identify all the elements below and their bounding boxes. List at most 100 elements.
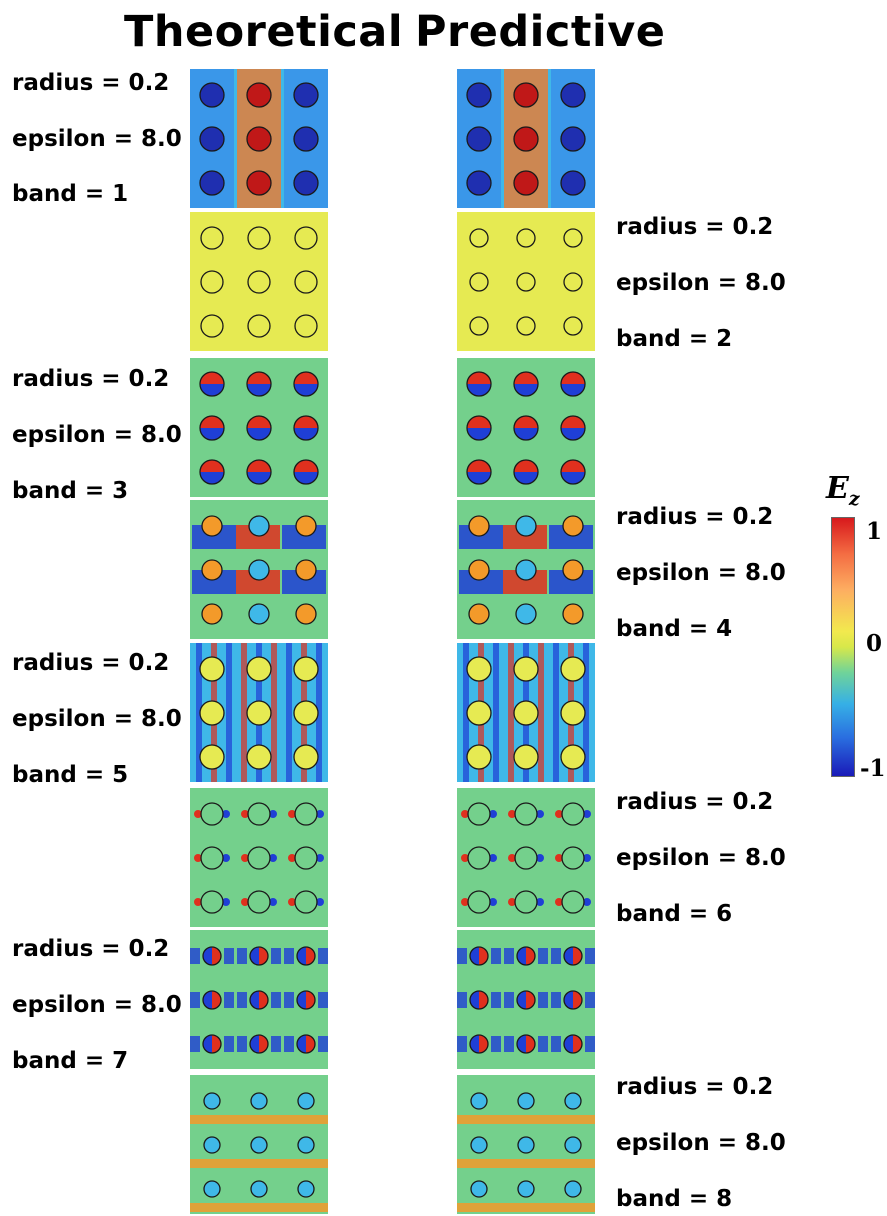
field-lobe — [224, 948, 234, 964]
rod-lower-half — [200, 384, 224, 396]
rod-outline — [199, 371, 225, 397]
rod-fill — [294, 127, 318, 151]
field-dot — [583, 854, 591, 862]
rod-outline — [246, 656, 272, 682]
rod-outline — [247, 890, 271, 914]
rod-outline — [202, 1034, 222, 1054]
field-lobe — [318, 992, 328, 1008]
rod-outline — [470, 1180, 488, 1198]
rod-outline — [513, 459, 539, 485]
field-dot — [316, 810, 324, 818]
rod-outline — [246, 170, 272, 196]
rod-outline — [200, 314, 224, 338]
rod-outline — [246, 126, 272, 152]
rod-outline — [470, 1136, 488, 1154]
rod-outline — [249, 946, 269, 966]
epsilon-label: epsilon = 8.0 — [616, 1130, 786, 1156]
rod-outline — [200, 846, 224, 870]
rod-fill — [201, 271, 223, 293]
rod-fill — [518, 1181, 534, 1197]
predictive-panel-band-8 — [457, 1075, 595, 1214]
field-pattern — [457, 69, 595, 208]
field-pattern — [457, 643, 595, 782]
rod-left-half — [564, 1035, 573, 1053]
rod-right-half — [306, 1035, 315, 1053]
field-dot — [316, 854, 324, 862]
rod-fill — [515, 891, 537, 913]
rod-outline — [294, 226, 318, 250]
rod-right-half — [479, 991, 488, 1009]
rod-upper-half — [247, 460, 271, 472]
theoretical-panel-band-8 — [190, 1075, 328, 1214]
rod-outline — [201, 515, 223, 537]
field-pattern — [190, 358, 328, 497]
field-lobe — [284, 992, 294, 1008]
radius-label: radius = 0.2 — [616, 789, 774, 815]
field-dot — [222, 854, 230, 862]
field-lobe — [271, 992, 281, 1008]
field-dot — [288, 898, 296, 906]
rod-lower-half — [467, 384, 491, 396]
rod-outline — [516, 228, 536, 248]
epsilon-label: epsilon = 8.0 — [12, 126, 182, 152]
field-bar — [583, 643, 589, 782]
rod-outline — [294, 270, 318, 294]
rod-upper-half — [200, 416, 224, 428]
field-lobe — [237, 948, 247, 964]
rod-fill — [470, 317, 488, 335]
field-dot — [461, 898, 469, 906]
field-pattern — [457, 358, 595, 497]
rod-outline — [564, 1180, 582, 1198]
field-pattern — [190, 212, 328, 351]
rod-fill — [247, 701, 271, 725]
rod-left-half — [297, 1035, 306, 1053]
rod-outline — [294, 802, 318, 826]
rod-left-half — [564, 947, 573, 965]
rod-fill — [298, 1137, 314, 1153]
field-lobe — [190, 1036, 200, 1052]
field-lobe — [585, 992, 595, 1008]
rod-fill — [295, 315, 317, 337]
rod-outline — [470, 1092, 488, 1110]
rod-fill — [561, 171, 585, 195]
rod-outline — [561, 846, 585, 870]
rod-right-half — [212, 1035, 221, 1053]
rod-left-half — [297, 947, 306, 965]
field-dot — [288, 810, 296, 818]
rod-outline — [563, 1034, 583, 1054]
epsilon-label: epsilon = 8.0 — [12, 706, 182, 732]
field-pattern — [190, 69, 328, 208]
rod-upper-half — [294, 460, 318, 472]
rod-outline — [514, 802, 538, 826]
field-lobe — [504, 1036, 514, 1052]
rod-outline — [560, 700, 586, 726]
rod-fill — [201, 803, 223, 825]
field-dot — [241, 854, 249, 862]
rod-outline — [246, 371, 272, 397]
field-dot — [241, 810, 249, 818]
radius-label: radius = 0.2 — [616, 1074, 774, 1100]
rod-outline — [516, 272, 536, 292]
field-lobe — [585, 948, 595, 964]
rod-outline — [296, 990, 316, 1010]
theoretical-panel-band-5 — [190, 643, 328, 782]
predictive-heading: Predictive — [415, 7, 666, 57]
field-bar — [553, 643, 559, 782]
rod-outline — [199, 126, 225, 152]
rod-outline — [296, 1034, 316, 1054]
rod-outline — [295, 515, 317, 537]
rod-outline — [564, 1136, 582, 1154]
rod-lower-half — [514, 472, 538, 484]
field-bar — [241, 643, 247, 782]
rod-outline — [466, 371, 492, 397]
rod-fill — [561, 745, 585, 769]
field-row — [457, 1115, 595, 1124]
rod-right-half — [259, 991, 268, 1009]
colorbar-title: Ez — [826, 471, 860, 511]
rod-fill — [516, 604, 536, 624]
rod-outline — [249, 990, 269, 1010]
rod-outline — [200, 890, 224, 914]
rod-outline — [562, 603, 584, 625]
field-dot — [536, 810, 544, 818]
field-lobe — [504, 948, 514, 964]
